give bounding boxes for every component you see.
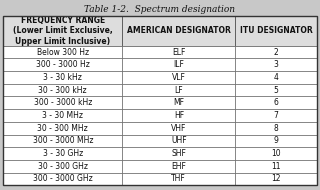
Text: 10: 10 [271, 149, 281, 158]
Text: 30 - 300 kHz: 30 - 300 kHz [38, 86, 87, 95]
Text: ELF: ELF [172, 48, 186, 57]
Text: 300 - 3000 Hz: 300 - 3000 Hz [36, 60, 90, 69]
Text: 4: 4 [274, 73, 278, 82]
Text: 3 - 30 kHz: 3 - 30 kHz [43, 73, 82, 82]
Text: AMERICAN DESIGNATOR: AMERICAN DESIGNATOR [127, 26, 231, 36]
Text: HF: HF [174, 111, 184, 120]
Text: 30 - 300 GHz: 30 - 300 GHz [38, 162, 88, 171]
Text: 5: 5 [274, 86, 278, 95]
Text: 2: 2 [274, 48, 278, 57]
Text: 3: 3 [274, 60, 278, 69]
Text: VLF: VLF [172, 73, 186, 82]
Text: ILF: ILF [173, 60, 184, 69]
Text: LF: LF [174, 86, 183, 95]
Text: 11: 11 [271, 162, 281, 171]
Text: MF: MF [173, 98, 184, 107]
Text: 6: 6 [274, 98, 278, 107]
Text: UHF: UHF [171, 136, 187, 145]
Text: 300 - 3000 kHz: 300 - 3000 kHz [34, 98, 92, 107]
Text: 7: 7 [274, 111, 278, 120]
Text: 300 - 3000 GHz: 300 - 3000 GHz [33, 174, 93, 183]
Text: 8: 8 [274, 124, 278, 133]
Text: THF: THF [172, 174, 186, 183]
Text: FREQUENCY RANGE
(Lower Limit Exclusive,
Upper Limit Inclusive): FREQUENCY RANGE (Lower Limit Exclusive, … [13, 16, 113, 46]
Text: SHF: SHF [172, 149, 186, 158]
Text: 12: 12 [271, 174, 281, 183]
Text: ITU DESIGNATOR: ITU DESIGNATOR [240, 26, 312, 36]
Text: 30 - 300 MHz: 30 - 300 MHz [37, 124, 88, 133]
Text: Table 1-2.  Spectrum designation: Table 1-2. Spectrum designation [84, 5, 236, 14]
Text: 9: 9 [274, 136, 278, 145]
Text: EHF: EHF [172, 162, 186, 171]
Text: 3 - 30 MHz: 3 - 30 MHz [42, 111, 83, 120]
Text: Below 300 Hz: Below 300 Hz [37, 48, 89, 57]
Text: VHF: VHF [171, 124, 187, 133]
Text: 300 - 3000 MHz: 300 - 3000 MHz [33, 136, 93, 145]
Text: 3 - 30 GHz: 3 - 30 GHz [43, 149, 83, 158]
